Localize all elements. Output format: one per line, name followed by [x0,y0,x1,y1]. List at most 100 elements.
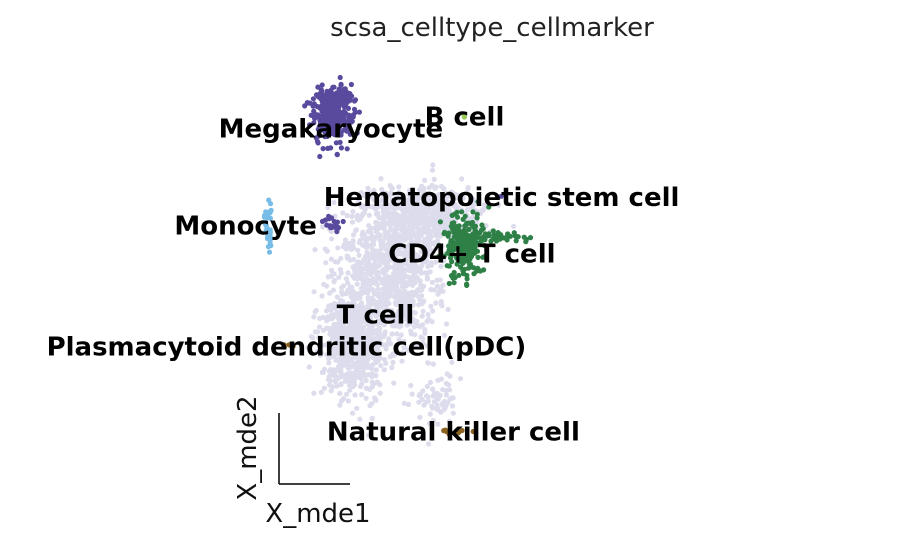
data-point [405,207,411,213]
data-point [281,342,287,348]
data-point [371,187,377,194]
data-point [425,398,431,404]
data-point [436,289,442,295]
data-point [349,284,355,290]
data-point [445,400,451,406]
data-point [331,117,337,123]
data-point [360,266,367,272]
data-point [329,106,335,112]
data-point [335,245,341,251]
data-point [481,242,487,249]
data-point [333,350,339,356]
data-point [389,235,395,242]
data-point [355,199,361,205]
data-point [355,356,362,362]
data-point [369,371,375,377]
data-point [367,190,373,196]
data-point [266,197,272,203]
data-point [374,344,381,350]
data-point [399,206,405,213]
data-point [344,333,350,339]
data-point [407,281,413,287]
data-point [350,410,356,416]
data-point [355,334,361,340]
data-point [425,441,432,447]
data-point [486,204,492,210]
data-point [334,151,340,157]
data-point [418,263,424,269]
data-point [427,411,433,417]
data-point [389,185,395,191]
data-point [350,300,356,307]
data-point [354,295,360,301]
data-point [377,382,383,388]
data-point [378,239,384,245]
data-point [349,213,355,219]
data-point [433,218,439,224]
data-point [324,352,330,358]
data-point [326,374,332,380]
data-point [342,237,349,243]
data-point [338,81,344,87]
data-point [358,190,364,196]
data-point [352,392,358,398]
data-point [334,90,340,96]
data-point [358,302,364,309]
data-point [373,281,380,287]
data-point [349,345,355,351]
data-point [325,132,331,138]
data-point [433,184,439,190]
data-point [418,206,424,212]
data-point [350,208,356,215]
data-point [370,234,376,241]
data-point [409,192,415,198]
data-point [393,302,399,308]
data-point [385,295,391,302]
data-point [407,245,413,251]
data-point [360,281,366,287]
data-point [378,363,384,369]
data-point [377,325,383,332]
data-point [337,330,343,336]
data-point [444,371,450,377]
data-point [406,347,412,354]
data-point [398,323,404,329]
data-point [334,294,340,300]
data-point [430,162,436,168]
data-point [391,313,397,319]
data-point [311,289,317,295]
data-point [448,395,454,401]
data-point [331,279,337,285]
data-point [331,199,337,206]
data-point [470,235,476,241]
data-point [389,241,395,247]
data-point [378,232,384,238]
data-point [356,240,362,246]
data-point [428,215,434,221]
data-point [435,229,441,235]
data-point [320,146,326,152]
cluster-label-t-cell: T cell [337,300,415,330]
data-point [424,343,430,349]
data-point [329,236,335,242]
data-point [425,360,432,366]
data-point [401,400,407,406]
data-point [424,215,430,221]
data-point [437,219,443,225]
data-point [425,312,431,318]
data-point [459,209,465,215]
data-point [332,378,338,384]
data-point [349,219,356,225]
data-point [311,101,317,107]
data-point [375,199,382,205]
data-point [319,293,325,299]
cluster-label-natural-killer-cell: Natural killer cell [327,418,580,448]
data-point [322,129,328,135]
data-point [323,117,329,124]
data-point [318,389,324,395]
data-point [326,360,332,366]
chart-title: scsa_celltype_cellmarker [330,13,654,43]
data-point [341,396,347,402]
data-point [473,223,479,229]
data-point [446,230,452,236]
